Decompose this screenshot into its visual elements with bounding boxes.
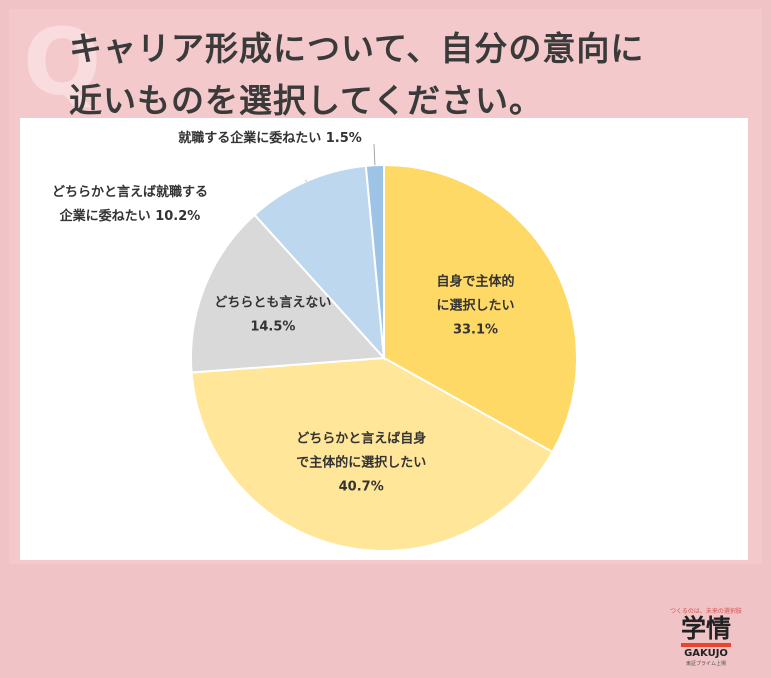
leader-line-5 — [374, 144, 375, 165]
title-line-1: キャリア形成について、自分の意向に — [69, 23, 759, 75]
slide-title: キャリア形成について、自分の意向に 近いものを選択してください。 — [69, 23, 759, 127]
logo-kanji: 学情 — [668, 615, 744, 643]
slice-label-5-line-1: 就職する企業に委ねたい 1.5% — [178, 130, 362, 146]
slice-category-label-1: に選択したい — [436, 297, 514, 313]
slice-label-4-line-1: どちらかと言えば就職する — [52, 184, 208, 200]
slice-category-label-2: で主体的に選択したい — [296, 455, 426, 471]
slice-value-label-1: 33.1% — [453, 322, 498, 337]
gakujo-logo: つくるのは、未来の選択肢 学情 GAKUJO 東証プライム上場 — [668, 606, 744, 678]
chart-panel: 自身で主体的に選択したい 33.1% どちらかと言えば自身で主体的に選択したい 40.… — [20, 118, 748, 560]
slice-value-label-2: 40.7% — [339, 480, 384, 495]
logo-tagline: つくるのは、未来の選択肢 — [668, 606, 744, 615]
slice-value-label-3: 14.5% — [250, 320, 295, 335]
slice-label-4-line-2: 企業に委ねたい 10.2% — [59, 208, 201, 224]
slice-category-label-1: 自身で主体的 — [436, 273, 514, 289]
logo-english: GAKUJO — [668, 647, 744, 660]
slice-category-label-2: どちらかと言えば自身 — [296, 431, 426, 447]
logo-sub: 東証プライム上場 — [668, 660, 744, 667]
slice-category-label-3: どちらとも言えない — [214, 295, 331, 311]
